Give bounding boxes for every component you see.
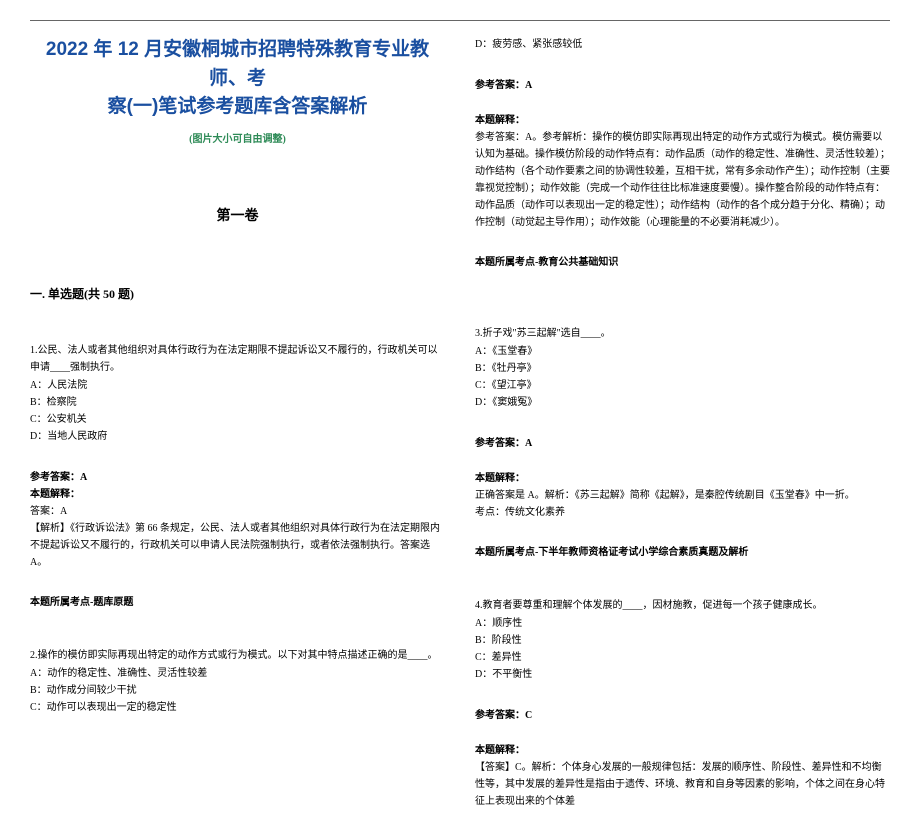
q1-explain-text: 【解析】《行政诉讼法》第 66 条规定，公民、法人或者其他组织对具体行政行为在法… bbox=[30, 520, 445, 571]
q3-kaodian: 考点：传统文化素养 bbox=[475, 504, 890, 521]
q4-option-c: C：差异性 bbox=[475, 649, 890, 666]
q3-option-b: B：《牡丹亭》 bbox=[475, 360, 890, 377]
q1-option-d: D：当地人民政府 bbox=[30, 428, 445, 445]
q4-option-a: A：顺序性 bbox=[475, 615, 890, 632]
q2-option-d: D：疲劳感、紧张感较低 bbox=[475, 36, 890, 53]
title-line-2: 察(一)笔试参考题库含答案解析 bbox=[30, 93, 445, 122]
question-3: 3.折子戏"苏三起解"选自____。 A：《玉堂春》 B：《牡丹亭》 C：《望江… bbox=[475, 325, 890, 561]
document-title: 2022 年 12 月安徽桐城市招聘特殊教育专业教师、考 察(一)笔试参考题库含… bbox=[30, 36, 445, 122]
q1-option-a: A：人民法院 bbox=[30, 377, 445, 394]
right-column: D：疲劳感、紧张感较低 参考答案：A 本题解释： 参考答案：A。参考解析：操作的… bbox=[475, 36, 890, 828]
q3-option-c: C：《望江亭》 bbox=[475, 377, 890, 394]
q3-answer: 参考答案：A bbox=[475, 435, 890, 452]
q3-topic: 本题所属考点-下半年教师资格证考试小学综合素质真题及解析 bbox=[475, 544, 890, 561]
question-2-part1: 2.操作的模仿即实际再现出特定的动作方式或行为模式。以下对其中特点描述正确的是_… bbox=[30, 647, 445, 716]
volume-label: 第一卷 bbox=[30, 205, 445, 225]
q1-option-c: C：公安机关 bbox=[30, 411, 445, 428]
q3-explain-text: 正确答案是 A。解析：《苏三起解》简称《起解》，是秦腔传统剧目《玉堂春》中一折。 bbox=[475, 487, 890, 504]
q1-option-b: B：检察院 bbox=[30, 394, 445, 411]
q4-option-d: D：不平衡性 bbox=[475, 666, 890, 683]
q2-option-b: B：动作成分间较少干扰 bbox=[30, 682, 445, 699]
question-4: 4.教育者要尊重和理解个体发展的____，因材施教，促进每一个孩子健康成长。 A… bbox=[475, 597, 890, 810]
q2-answer: 参考答案：A bbox=[475, 77, 890, 94]
q2-option-a: A：动作的稳定性、准确性、灵活性较差 bbox=[30, 665, 445, 682]
left-column: 2022 年 12 月安徽桐城市招聘特殊教育专业教师、考 察(一)笔试参考题库含… bbox=[30, 36, 445, 828]
two-column-layout: 2022 年 12 月安徽桐城市招聘特殊教育专业教师、考 察(一)笔试参考题库含… bbox=[30, 36, 890, 828]
section-header: 一. 单选题(共 50 题) bbox=[30, 285, 445, 302]
question-2-part2: D：疲劳感、紧张感较低 参考答案：A 本题解释： 参考答案：A。参考解析：操作的… bbox=[475, 36, 890, 271]
q4-stem: 4.教育者要尊重和理解个体发展的____，因材施教，促进每一个孩子健康成长。 bbox=[475, 597, 890, 614]
q3-option-a: A：《玉堂春》 bbox=[475, 343, 890, 360]
q3-stem: 3.折子戏"苏三起解"选自____。 bbox=[475, 325, 890, 342]
q3-option-d: D：《窦娥冤》 bbox=[475, 394, 890, 411]
q1-answer: 参考答案：A bbox=[30, 469, 445, 486]
q1-stem: 1.公民、法人或者其他组织对具体行政行为在法定期限不提起诉讼又不履行的，行政机关… bbox=[30, 342, 445, 376]
q2-stem: 2.操作的模仿即实际再现出特定的动作方式或行为模式。以下对其中特点描述正确的是_… bbox=[30, 647, 445, 664]
q3-explain-label: 本题解释： bbox=[475, 470, 890, 487]
q1-topic: 本题所属考点-题库原题 bbox=[30, 594, 445, 611]
q4-explain-label: 本题解释： bbox=[475, 742, 890, 759]
q1-explain-answer: 答案：A bbox=[30, 503, 445, 520]
q1-explain-label: 本题解释： bbox=[30, 486, 445, 503]
q4-answer: 参考答案：C bbox=[475, 707, 890, 724]
q2-explain-text: 参考答案：A。参考解析：操作的模仿即实际再现出特定的动作方式或行为模式。模仿需要… bbox=[475, 129, 890, 231]
question-1: 1.公民、法人或者其他组织对具体行政行为在法定期限不提起诉讼又不履行的，行政机关… bbox=[30, 342, 445, 611]
subtitle: (图片大小可自由调整) bbox=[30, 130, 445, 145]
horizontal-rule bbox=[30, 20, 890, 21]
q4-option-b: B：阶段性 bbox=[475, 632, 890, 649]
q2-topic: 本题所属考点-教育公共基础知识 bbox=[475, 254, 890, 271]
q2-option-c: C：动作可以表现出一定的稳定性 bbox=[30, 699, 445, 716]
q2-explain-label: 本题解释： bbox=[475, 112, 890, 129]
title-line-1: 2022 年 12 月安徽桐城市招聘特殊教育专业教师、考 bbox=[30, 36, 445, 93]
q4-explain-text: 【答案】C。解析：个体身心发展的一般规律包括：发展的顺序性、阶段性、差异性和不均… bbox=[475, 759, 890, 810]
